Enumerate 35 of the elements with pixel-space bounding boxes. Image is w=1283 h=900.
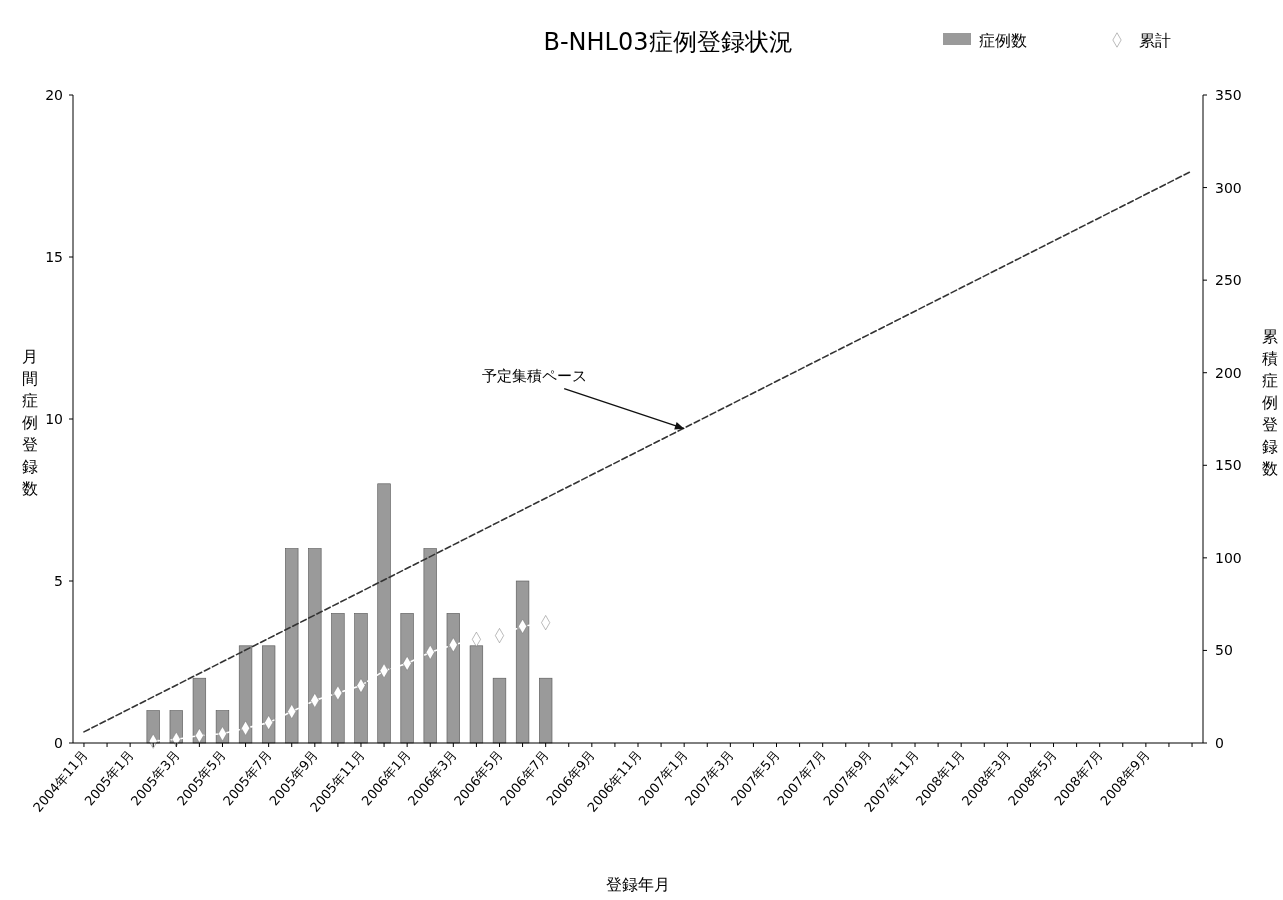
y-tick-label: 20 — [45, 87, 63, 103]
y-tick-label: 5 — [54, 573, 63, 589]
x-axis-title: 登録年月 — [606, 875, 670, 894]
y2-tick-label: 100 — [1215, 549, 1242, 566]
bar — [377, 483, 391, 744]
y2-tick-label: 50 — [1215, 642, 1233, 659]
bar — [192, 677, 207, 744]
y2-tick-label: 200 — [1215, 364, 1242, 381]
bar — [261, 645, 276, 744]
y2-tick-label: 250 — [1215, 272, 1242, 289]
bar — [331, 613, 345, 744]
y2-tick-label: 150 — [1215, 457, 1242, 474]
bar — [469, 645, 484, 744]
y2-tick-label: 300 — [1215, 179, 1242, 196]
bar — [308, 548, 322, 744]
y2-tick-label: 350 — [1215, 87, 1242, 103]
bar — [238, 645, 253, 744]
legend-label: 症例数 — [979, 31, 1027, 50]
annotation: 予定集積ペース — [481, 366, 587, 385]
legend-label: 累計 — [1139, 31, 1171, 50]
bar — [423, 548, 437, 744]
bar — [492, 677, 507, 744]
bar — [539, 677, 553, 744]
chart-title: B-NHL03症例登録状況 — [543, 28, 793, 56]
bar — [285, 548, 299, 744]
bar — [446, 613, 460, 744]
y-axis-title: 月間症例登録数 — [22, 347, 38, 498]
y-tick-label: 0 — [54, 735, 63, 751]
y-tick-label: 10 — [45, 411, 63, 427]
bar — [400, 613, 414, 744]
y2-tick-label: 0 — [1215, 735, 1224, 751]
y2-axis-title: 累積症例登録数 — [1262, 327, 1278, 478]
bar — [515, 580, 530, 744]
y-tick-label: 15 — [45, 249, 63, 265]
bar — [354, 613, 368, 744]
